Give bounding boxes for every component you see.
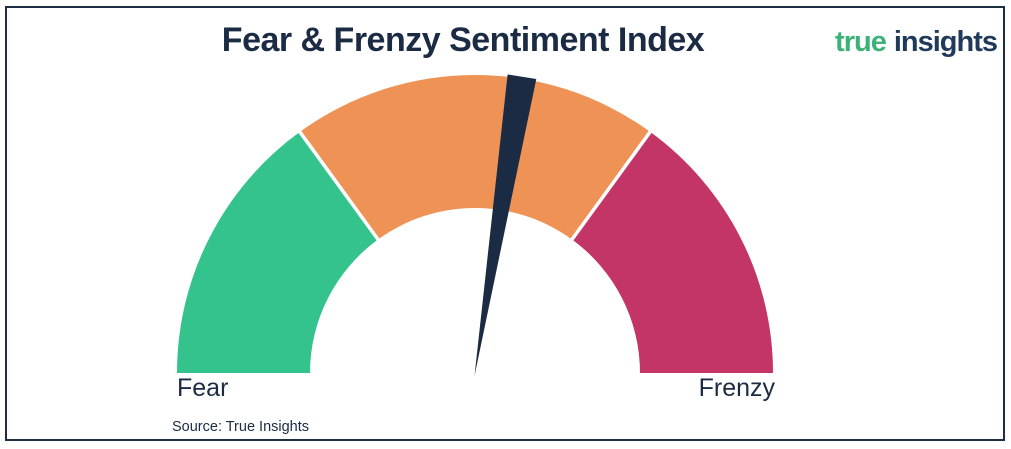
gauge-needle: [474, 74, 537, 377]
chart-title: Fear & Frenzy Sentiment Index: [221, 21, 705, 59]
true-insights-logo: true insights: [835, 26, 998, 59]
logo-word-insights: insights: [893, 26, 998, 58]
gauge-segment-fear-zone: [177, 131, 378, 373]
gauge-segment-divider: [297, 129, 381, 243]
gauge-max-label: Frenzy: [698, 374, 775, 402]
source-note: Source: True Insights: [172, 419, 310, 435]
gauge-segment-neutral-zone: [299, 74, 651, 240]
logo-word-true: true: [835, 26, 887, 58]
gauge-segment-frenzy-zone: [572, 131, 773, 373]
gauge-min-label: Fear: [177, 374, 229, 402]
gauge-segment-divider: [569, 129, 653, 243]
